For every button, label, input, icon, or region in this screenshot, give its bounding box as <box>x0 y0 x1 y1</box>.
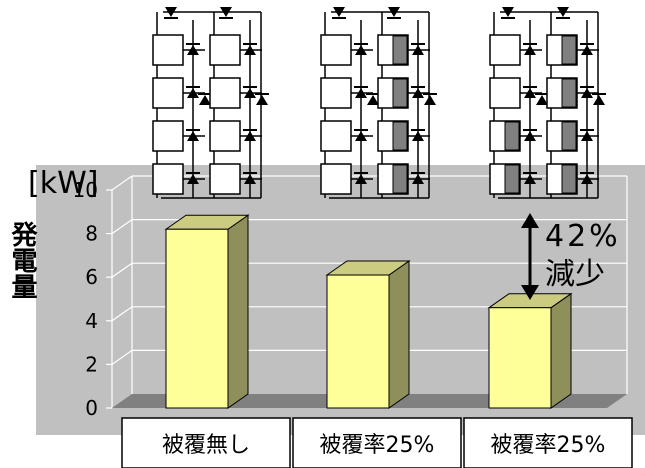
pv-module <box>209 34 241 66</box>
bar <box>487 292 573 409</box>
diode-icon <box>502 7 514 17</box>
diode-icon <box>256 95 268 105</box>
y-tick-label: 8 <box>85 222 98 246</box>
reduction-label: 減少 <box>545 257 605 292</box>
reduction-annotation: 42% 減少 <box>521 213 621 300</box>
pv-module <box>489 77 521 109</box>
y-axis-ticks: 0 2 4 6 8 10 <box>73 178 112 420</box>
category-box <box>121 417 291 468</box>
y-tick-label: 6 <box>85 265 98 289</box>
wiring-diagram <box>152 7 269 199</box>
diode-icon <box>220 7 232 17</box>
y-tick-label: 2 <box>85 352 98 376</box>
shaded-module <box>561 164 577 194</box>
pv-module <box>320 163 352 195</box>
shaded-module <box>392 78 408 108</box>
shaded-module <box>561 121 577 151</box>
bars <box>164 214 573 409</box>
gridline-diagonal <box>111 219 133 235</box>
y-tick-label: 4 <box>85 309 98 333</box>
pv-module <box>209 120 241 152</box>
diode-icon <box>367 95 379 105</box>
y-tick-label: 0 <box>85 396 98 420</box>
diode-icon <box>593 95 605 105</box>
y-tick-label: 10 <box>73 178 98 202</box>
gridline-diagonal <box>111 306 133 322</box>
diode-icon <box>536 95 548 105</box>
diode-icon <box>557 7 569 17</box>
bar-front <box>165 228 229 409</box>
category-labels: 被覆無し 被覆率25% 被覆率25% <box>121 417 633 468</box>
bar-front <box>488 307 552 409</box>
category-box <box>292 417 462 468</box>
diode-icon <box>333 7 345 17</box>
wiring-diagram <box>489 7 606 199</box>
pv-module <box>152 163 184 195</box>
shaded-module <box>561 35 577 65</box>
pv-module <box>152 77 184 109</box>
shaded-module <box>392 121 408 151</box>
category-label: 被覆率25% <box>320 433 435 458</box>
bar-front <box>326 274 390 409</box>
shaded-module <box>504 121 520 151</box>
bar-side <box>227 214 249 409</box>
category-box <box>463 417 633 468</box>
pv-module <box>320 34 352 66</box>
pv-module <box>152 34 184 66</box>
y-unit-label: [kW] <box>28 166 98 201</box>
pv-module <box>152 120 184 152</box>
gridline-diagonal <box>111 175 133 191</box>
panel-wiring-diagrams <box>152 7 606 199</box>
category-label: 被覆率25% <box>491 433 606 458</box>
pv-module <box>209 163 241 195</box>
shaded-module <box>561 78 577 108</box>
pv-module <box>320 77 352 109</box>
shaded-module <box>392 35 408 65</box>
bar <box>325 260 411 409</box>
gridline-diagonal <box>111 262 133 278</box>
gridline-diagonal <box>111 349 133 365</box>
pv-module <box>320 120 352 152</box>
shaded-module <box>504 164 520 194</box>
shaded-module <box>392 164 408 194</box>
diode-icon <box>388 7 400 17</box>
reduction-percent: 42% <box>545 219 621 254</box>
bar-side <box>388 260 410 409</box>
category-label: 被覆無し <box>162 433 250 458</box>
pv-module <box>209 77 241 109</box>
pv-module <box>489 34 521 66</box>
diode-icon <box>165 7 177 17</box>
bar <box>164 214 250 409</box>
bar-side <box>550 292 572 409</box>
diode-icon <box>424 95 436 105</box>
wiring-diagram <box>320 7 437 199</box>
y-axis-title: 発電量 <box>7 221 38 299</box>
diode-icon <box>199 95 211 105</box>
